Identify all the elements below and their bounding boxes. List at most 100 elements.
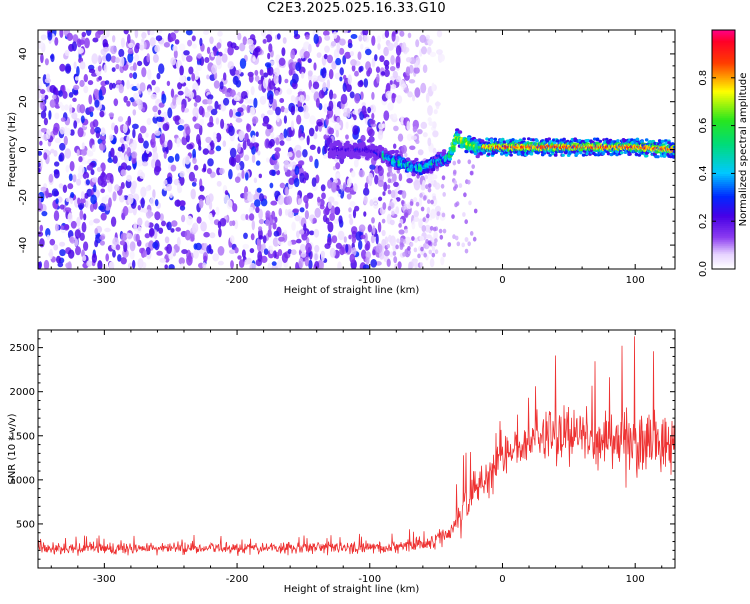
heatmap-cell [393,126,399,132]
heatmap-cell [78,156,82,162]
heatmap-cell [350,59,357,66]
heatmap-cell [126,175,132,182]
heatmap-cell [393,256,397,263]
heatmap-cell [47,32,52,41]
heatmap-cell [401,145,407,154]
heatmap-cell [425,184,429,189]
heatmap-cell [395,245,399,250]
heatmap-cell [428,240,432,245]
heatmap-cell [392,31,396,42]
heatmap-cell [161,221,166,227]
heatmap-cell [267,110,274,115]
heatmap-cell [414,261,418,269]
heatmap-cell [254,47,260,52]
heatmap-cell [313,62,316,70]
heatmap-cell [206,245,211,254]
heatmap-cell [308,70,313,76]
heatmap-cell [81,191,85,199]
heatmap-cell [139,172,145,179]
heatmap-cell [283,37,287,44]
heatmap-cell [112,35,115,42]
heatmap-cell [83,86,88,94]
heatmap-cell [350,51,354,56]
heatmap-cell [76,217,80,227]
signal-track-mark [458,130,462,134]
heatmap-cell [359,80,363,86]
heatmap-cell [388,206,392,211]
heatmap-cell [72,41,77,51]
heatmap-cell [112,67,116,72]
signal-halo-mark [616,139,620,142]
heatmap-cell [382,123,386,128]
heatmap-cell [251,146,256,155]
heatmap-cell [365,49,372,55]
heatmap-cell [109,112,114,117]
heatmap-cell [199,185,204,191]
heatmap-cell [133,93,139,100]
heatmap-cell [121,38,125,48]
heatmap-cell [104,64,108,73]
snr-series-line [38,336,675,556]
heatmap-cell [65,128,71,136]
heatmap-cell [82,142,85,149]
heatmap-cell [358,51,362,60]
heatmap-cell [372,225,375,235]
heatmap-cell [391,211,395,216]
heatmap-cell [427,199,431,204]
heatmap-cell [414,180,421,191]
heatmap-cell [206,75,209,80]
heatmap-cell [155,159,161,170]
heatmap-cell [59,242,65,247]
bottom-x-tick-label: -300 [93,574,116,585]
heatmap-cell [149,228,155,237]
heatmap-cell [331,41,336,47]
heatmap-cell [433,242,437,247]
heatmap-cell [265,62,271,67]
heatmap-cell [241,170,244,179]
heatmap-cell [186,144,193,150]
heatmap-cell [246,124,251,133]
heatmap-cell [252,116,258,124]
heatmap-cell [145,220,150,227]
heatmap-cell [198,146,201,151]
heatmap-cell [433,227,437,232]
heatmap-cell [41,211,47,216]
heatmap-cell [237,33,241,41]
heatmap-cell [336,42,340,53]
heatmap-cell [93,119,99,127]
heatmap-cell [216,55,222,65]
heatmap-cell [237,255,241,260]
heatmap-cell [74,61,77,68]
heatmap-cell [432,130,438,137]
signal-track-mark [451,147,455,151]
heatmap-cell [368,173,373,182]
colorbar-tick-label: 0.0 [698,261,709,277]
top-x-tick-label: 0 [499,275,505,286]
top-x-tick-label: -200 [226,275,249,286]
heatmap-cell [390,80,393,85]
heatmap-cell [359,170,365,178]
heatmap-cell [376,234,379,245]
heatmap-cell [61,117,66,122]
heatmap-cell [422,225,427,232]
signal-halo-mark [575,152,579,155]
heatmap-cell [197,217,202,224]
heatmap-cell [419,193,423,198]
heatmap-cell [236,164,241,171]
heatmap-cell [257,150,260,155]
heatmap-cell [217,31,223,37]
heatmap-cell [260,69,264,75]
heatmap-cell [329,69,334,79]
heatmap-cell [416,202,420,207]
heatmap-cell [284,129,288,139]
heatmap-cell [228,169,233,179]
heatmap-cell [207,105,213,110]
heatmap-cell [121,169,127,176]
heatmap-cell [441,184,445,189]
heatmap-cell [165,236,170,243]
heatmap-cell [146,186,150,192]
heatmap-cell [307,135,310,145]
heatmap-cell [431,83,434,92]
heatmap-cell [360,44,363,50]
heatmap-cell [339,77,342,82]
